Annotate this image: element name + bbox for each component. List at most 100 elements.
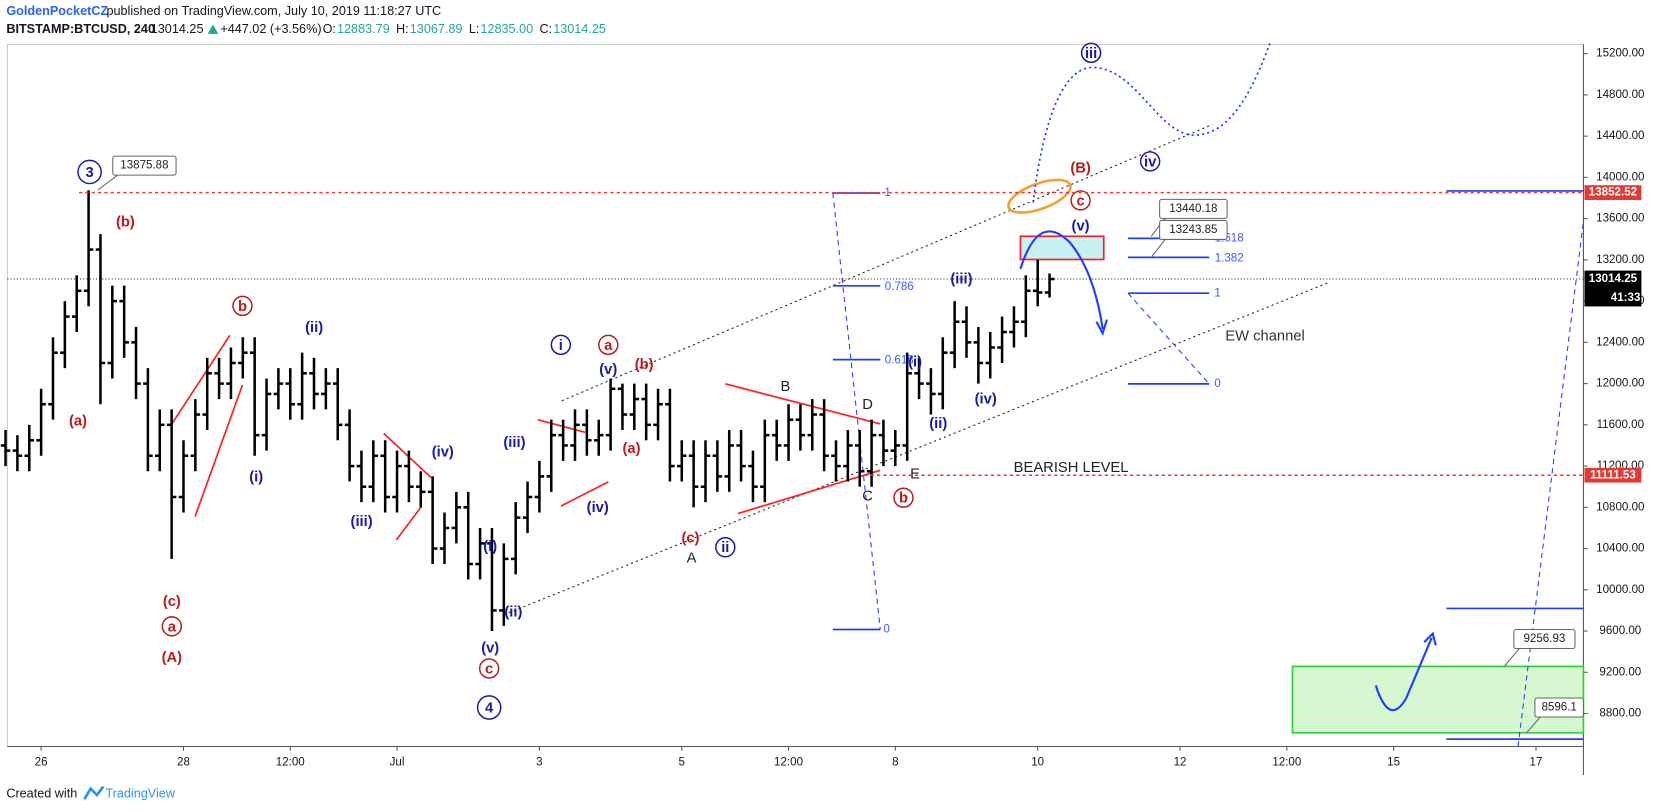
- x-tick-label: 10: [1031, 756, 1044, 768]
- price-label: 13014.25: [1589, 273, 1638, 285]
- header-ohlc: O: 12883.79 H: 13067.89 L: 12835.00 C: 13014.25: [323, 22, 606, 36]
- x-tick-label: 5: [679, 756, 685, 768]
- header-price: 13014.25: [151, 22, 204, 36]
- target-lines: [1446, 190, 1584, 740]
- callout-box: [112, 155, 177, 176]
- footer-created: Created with: [6, 786, 77, 800]
- ohlc-label: O:: [323, 22, 336, 36]
- wave-label: E: [910, 466, 920, 482]
- wave-label: (iii): [503, 435, 525, 451]
- tv-logo: [83, 785, 105, 800]
- wave-circle: [1139, 151, 1161, 172]
- wave-label: b: [238, 299, 247, 315]
- y-tick-label: 10000.00: [1596, 584, 1644, 596]
- channel-lower: [503, 282, 1329, 616]
- fib-label: 0.618: [885, 355, 914, 367]
- ohlc-value: 13067.89: [410, 22, 463, 36]
- wave-label: (ii): [305, 320, 323, 336]
- annotations: (a) (b) (c) a (A) b a (b) (a) (c) b c (B) c 3 (i) (ii) (i…: [69, 42, 1584, 734]
- ohlc-label: C:: [539, 22, 552, 36]
- wave-label: (B): [1070, 161, 1091, 177]
- callout-pointer: [1503, 647, 1521, 667]
- x-tick-label: Jul: [390, 756, 405, 768]
- wave-label: c: [1076, 193, 1084, 209]
- symbol: BITSTAMP:BTCUSD, 240: [6, 22, 155, 36]
- wave-label: c: [485, 661, 493, 677]
- wave-circle: [598, 334, 619, 356]
- header-change: +447.02 (+3.56%): [220, 22, 321, 36]
- callout-text: 13243.85: [1169, 224, 1217, 236]
- fib-label: 1.382: [1215, 252, 1244, 264]
- wave-label: (A): [162, 650, 183, 666]
- published: published on TradingView.com, July 10, 2…: [106, 4, 441, 18]
- wave-label: (b): [635, 357, 654, 373]
- author[interactable]: GoldenPocketCZ: [6, 4, 108, 18]
- y-tick-label: 9600.00: [1599, 625, 1641, 637]
- wave-circle: [1070, 190, 1091, 211]
- wave-label: iv: [1144, 154, 1157, 170]
- wave-label: ii: [721, 540, 729, 556]
- ohlc-value: 13014.25: [553, 22, 606, 36]
- target-box: [1019, 235, 1105, 261]
- countdown: 41:33: [1611, 292, 1641, 304]
- wave-label: EW channel: [1225, 328, 1305, 344]
- wave-circle: [1080, 42, 1102, 64]
- wave-label: (a): [622, 441, 640, 457]
- wave-label: (v): [481, 640, 499, 656]
- level-tag: [1584, 467, 1642, 483]
- callout-pointer: [1150, 238, 1167, 258]
- target-ellipse: [1007, 178, 1072, 214]
- wave-label: (iv): [587, 500, 609, 516]
- ohlc-value: 12883.79: [337, 22, 390, 36]
- y-tick-label: 10800.00: [1596, 501, 1644, 513]
- wave-label: (ii): [929, 416, 947, 432]
- x-tick-label: 12:00: [276, 756, 305, 768]
- x-tick-label: 3: [536, 756, 542, 768]
- wave-label: a: [168, 619, 177, 635]
- fib-label: 0: [1214, 378, 1220, 390]
- wave-label: B: [780, 379, 790, 395]
- x-tick-label: 8: [892, 756, 898, 768]
- x-tick-label: 12:00: [774, 756, 803, 768]
- callout-text: 13875.88: [120, 160, 168, 172]
- y-tick-label: 12000.00: [1596, 378, 1644, 390]
- y-tick-label: 11600.00: [1597, 419, 1644, 431]
- wave-circle: [550, 334, 572, 356]
- wave-label: BEARISH LEVEL: [1014, 460, 1129, 476]
- arrow-head: [1095, 319, 1108, 336]
- y-tick-label: 14800.00: [1596, 89, 1644, 101]
- x-tick-label: 12:00: [1272, 756, 1301, 768]
- callout-box: [1159, 198, 1228, 219]
- callout-box: [1159, 219, 1228, 240]
- callout-text: 13440.18: [1169, 203, 1217, 215]
- wave-label: C: [862, 489, 873, 505]
- wave-label: iii: [1085, 46, 1097, 62]
- fib-label: 1: [1214, 287, 1220, 299]
- wave-label: A: [687, 551, 697, 567]
- callout-text: 8596.1: [1541, 702, 1576, 714]
- x-tick-label: 26: [35, 756, 48, 768]
- wave-label: a: [604, 338, 613, 354]
- y-tick-label: 13200.00: [1596, 254, 1644, 266]
- up-arrow: [207, 24, 219, 34]
- x-tick-label: 12: [1174, 756, 1187, 768]
- fib-label: 0.786: [885, 281, 914, 293]
- ohlc-label: L:: [469, 22, 480, 36]
- callout-pointer: [97, 173, 120, 191]
- x-tick-label: 28: [177, 756, 190, 768]
- channel-upper: [561, 124, 1213, 402]
- wave-label: (i): [249, 470, 263, 486]
- wave-label: (i): [908, 355, 922, 371]
- buy-arrow: [1374, 631, 1437, 712]
- callout-box: [1534, 697, 1584, 718]
- wave-label: 3: [85, 165, 93, 181]
- footer-brand[interactable]: TradingView: [105, 786, 175, 800]
- wave-label: (iv): [432, 444, 454, 460]
- wave-label: b: [899, 491, 908, 507]
- wave-label: (v): [1072, 219, 1090, 235]
- wave-label: (c): [681, 531, 699, 547]
- wave-label: (v): [599, 362, 617, 378]
- y-tick-label: 15200.00: [1596, 48, 1644, 60]
- price-tag: [1584, 270, 1642, 307]
